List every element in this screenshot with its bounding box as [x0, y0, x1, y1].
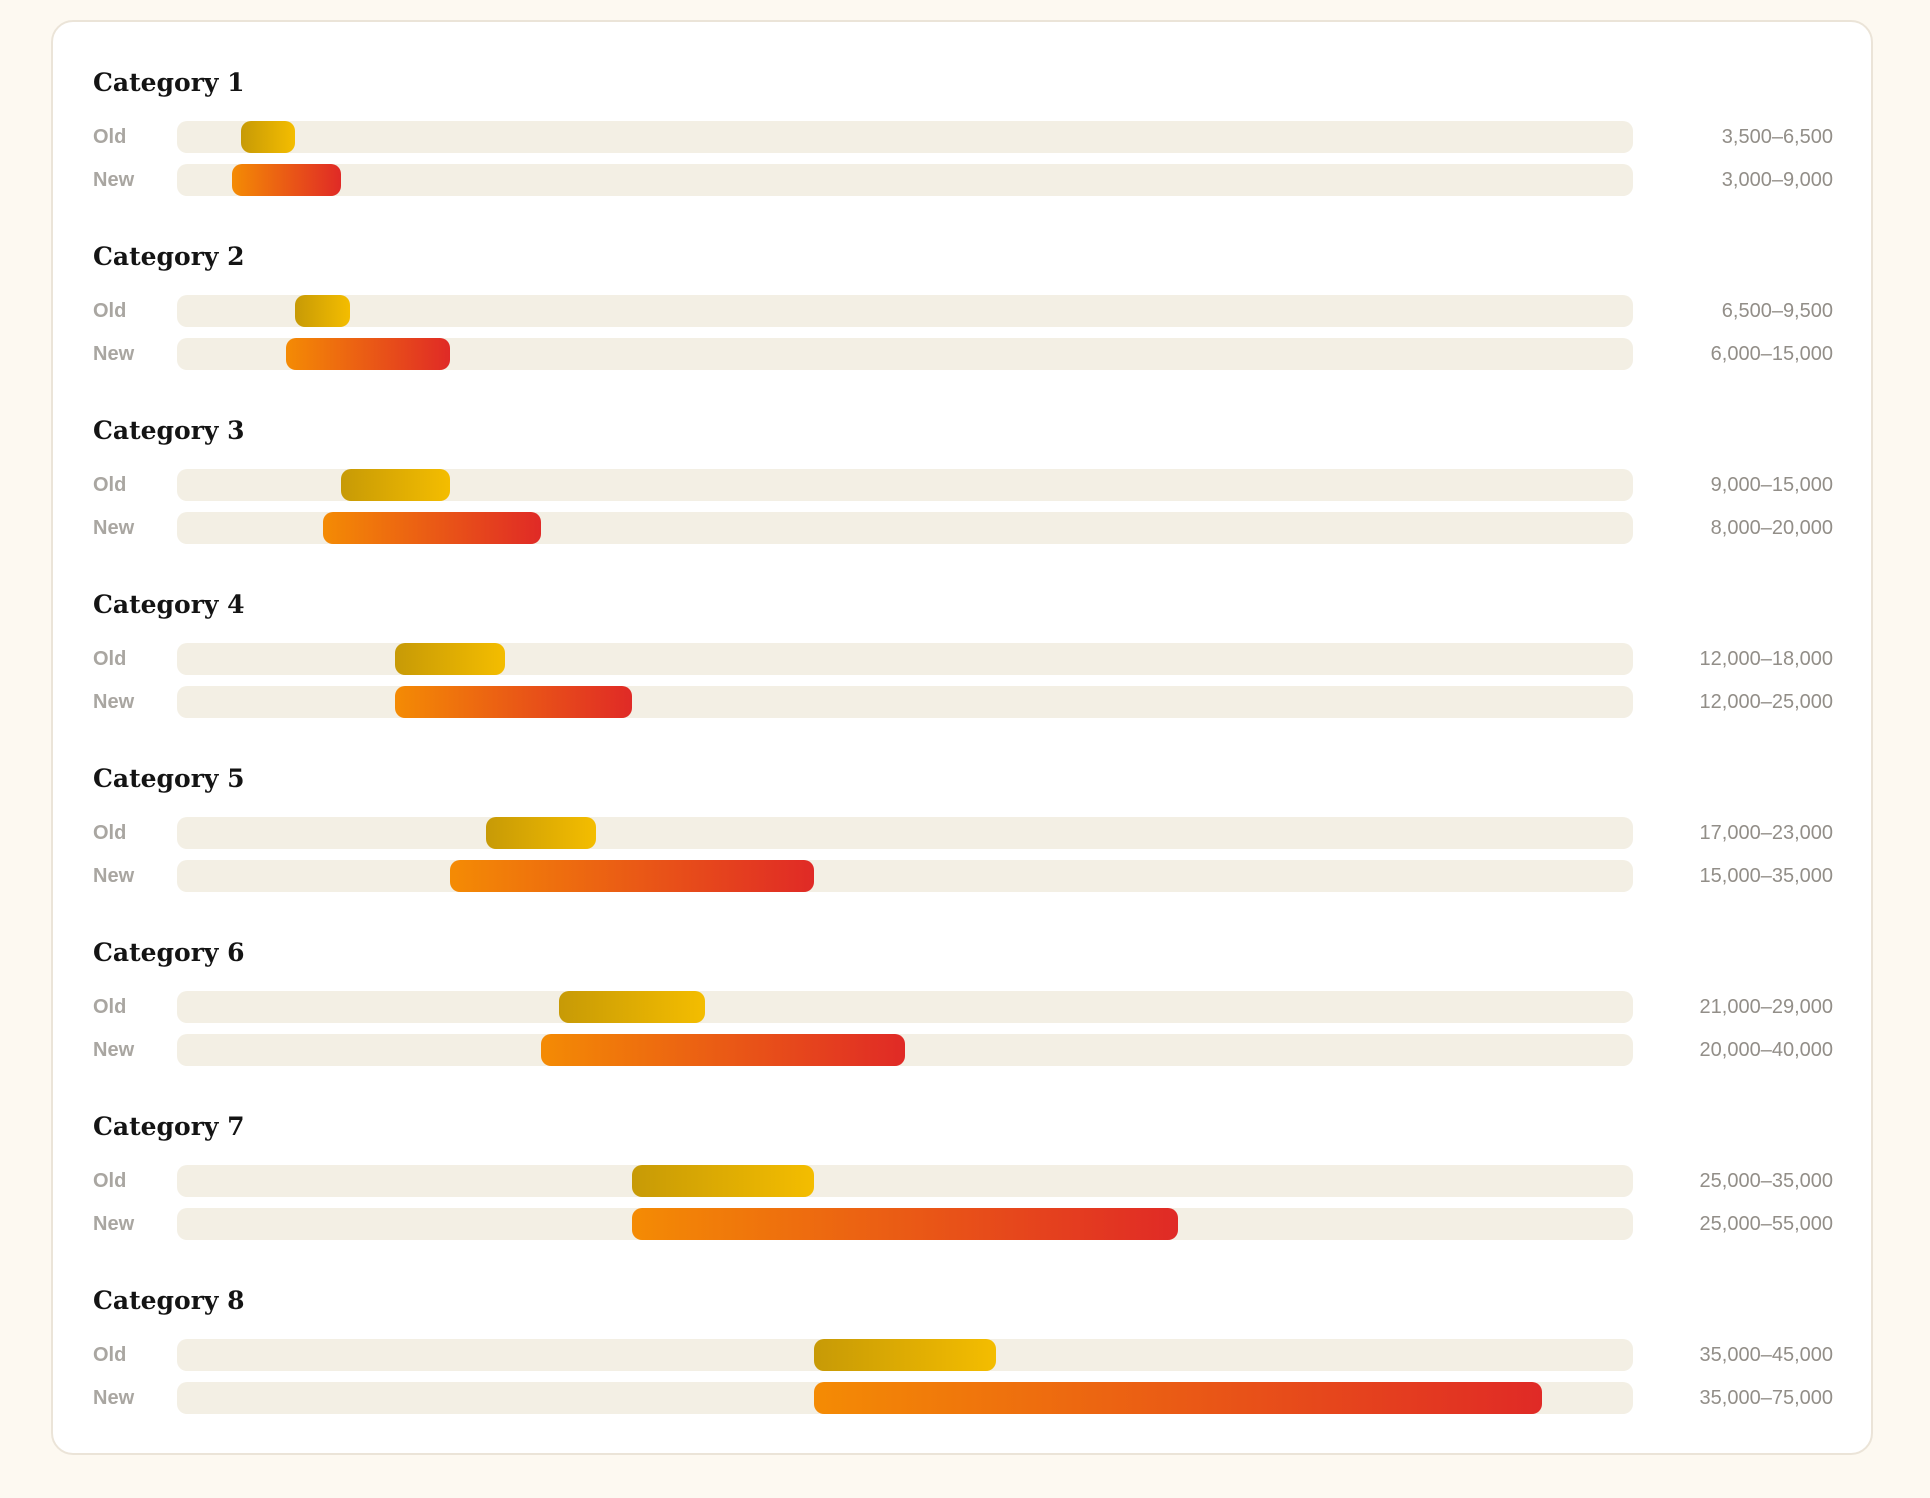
old-range-label: 25,000–35,000: [1699, 1170, 1833, 1192]
category-title: Category 1: [93, 68, 245, 97]
old-range-label: 6,500–9,500: [1721, 300, 1833, 322]
bar-track: [177, 643, 1633, 675]
old-range-bar: [295, 295, 350, 327]
new-range-bar: [450, 860, 814, 892]
bar-track: [177, 1034, 1633, 1066]
bar-track: [177, 164, 1633, 196]
old-range-bar: [632, 1165, 814, 1197]
new-range-bar: [322, 512, 541, 544]
new-row-label: New: [93, 691, 135, 713]
old-row-label: Old: [93, 996, 127, 1018]
old-range-label: 12,000–18,000: [1699, 648, 1833, 670]
old-row-label: Old: [93, 126, 127, 148]
bar-track: [177, 991, 1633, 1023]
new-range-label: 12,000–25,000: [1699, 691, 1833, 713]
new-row-label: New: [93, 1039, 135, 1061]
old-range-label: 17,000–23,000: [1699, 822, 1833, 844]
bar-track: [177, 121, 1633, 153]
new-range-label: 35,000–75,000: [1699, 1387, 1833, 1409]
bar-track: [177, 295, 1633, 327]
bar-track: [177, 469, 1633, 501]
old-row-label: Old: [93, 474, 127, 496]
old-row-label: Old: [93, 822, 127, 844]
bar-track: [177, 1208, 1633, 1240]
category-title: Category 2: [93, 242, 245, 271]
new-range-label: 6,000–15,000: [1710, 343, 1833, 365]
old-range-bar: [340, 469, 450, 501]
new-range-label: 3,000–9,000: [1721, 169, 1833, 191]
bar-track: [177, 512, 1633, 544]
new-range-bar: [395, 686, 632, 718]
new-row-label: New: [93, 865, 135, 887]
category-title: Category 4: [93, 590, 245, 619]
bar-track: [177, 860, 1633, 892]
bar-track: [177, 686, 1633, 718]
category-title: Category 7: [93, 1112, 245, 1141]
old-range-bar: [814, 1339, 996, 1371]
old-range-bar: [240, 121, 296, 153]
new-range-bar: [814, 1382, 1542, 1414]
old-range-label: 9,000–15,000: [1710, 474, 1833, 496]
category-title: Category 8: [93, 1286, 245, 1315]
new-row-label: New: [93, 517, 135, 539]
new-row-label: New: [93, 169, 135, 191]
new-row-label: New: [93, 343, 135, 365]
old-range-label: 21,000–29,000: [1699, 996, 1833, 1018]
old-range-label: 35,000–45,000: [1699, 1344, 1833, 1366]
bar-track: [177, 817, 1633, 849]
bar-track: [177, 338, 1633, 370]
new-row-label: New: [93, 1387, 135, 1409]
old-row-label: Old: [93, 300, 127, 322]
bar-track: [177, 1165, 1633, 1197]
new-range-bar: [541, 1034, 905, 1066]
old-row-label: Old: [93, 1344, 127, 1366]
old-range-bar: [486, 817, 596, 849]
category-title: Category 5: [93, 764, 245, 793]
category-title: Category 3: [93, 416, 245, 445]
new-row-label: New: [93, 1213, 135, 1235]
new-range-bar: [231, 164, 341, 196]
new-range-label: 25,000–55,000: [1699, 1213, 1833, 1235]
old-range-bar: [559, 991, 705, 1023]
old-range-label: 3,500–6,500: [1721, 126, 1833, 148]
old-row-label: Old: [93, 1170, 127, 1192]
new-range-label: 8,000–20,000: [1710, 517, 1833, 539]
new-range-label: 20,000–40,000: [1699, 1039, 1833, 1061]
old-row-label: Old: [93, 648, 127, 670]
new-range-bar: [632, 1208, 1178, 1240]
category-title: Category 6: [93, 938, 245, 967]
old-range-bar: [395, 643, 505, 675]
new-range-label: 15,000–35,000: [1699, 865, 1833, 887]
bar-track: [177, 1339, 1633, 1371]
bar-track: [177, 1382, 1633, 1414]
new-range-bar: [286, 338, 450, 370]
